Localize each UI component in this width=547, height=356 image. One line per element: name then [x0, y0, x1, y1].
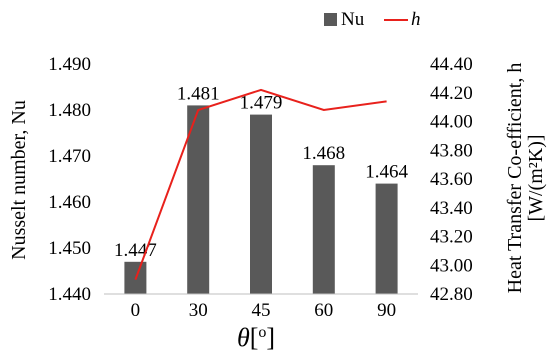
x-axis-title: θ[o]	[237, 323, 275, 352]
y-left-tick: 1.490	[48, 54, 91, 75]
legend-h-label: h	[411, 9, 421, 30]
data-label-nu-30: 1.481	[177, 83, 220, 104]
y-right-tick: 44.20	[430, 83, 473, 104]
y-right-tick: 44.00	[430, 112, 473, 133]
data-label-nu-60: 1.468	[302, 143, 345, 164]
x-tick-labels: 0 30 45 60 90	[131, 300, 396, 321]
h-series	[134, 88, 387, 280]
nu-bars	[124, 105, 398, 295]
y-left-tick: 1.470	[48, 146, 91, 167]
x-tick-90: 90	[377, 300, 396, 321]
theta-symbol: θ	[237, 323, 250, 352]
y-axis-right-title: Heat Transfer Co-efficient, h	[504, 63, 526, 294]
y-right-tick: 42.80	[430, 284, 473, 305]
x-tick-0: 0	[131, 300, 141, 321]
y-right-tick: 43.60	[430, 169, 473, 190]
left-y-tick-labels: 1.490 1.480 1.470 1.460 1.450 1.440	[48, 54, 91, 305]
legend-nu-label: Nu	[341, 9, 365, 30]
right-y-tick-labels: 44.40 44.20 44.00 43.80 43.60 43.40 43.20 43.00…	[430, 54, 473, 305]
data-label-nu-0: 1.447	[114, 240, 157, 261]
y-right-tick: 43.40	[430, 198, 473, 219]
y-left-tick: 1.440	[48, 284, 91, 305]
bar-nu-90	[375, 183, 398, 294]
data-label-nu-90: 1.464	[365, 162, 408, 183]
y-left-tick: 1.480	[48, 100, 91, 121]
x-tick-30: 30	[189, 300, 208, 321]
y-right-tick: 44.40	[430, 54, 473, 75]
line-h	[134, 88, 387, 280]
bar-nu-45	[250, 114, 272, 294]
y-axis-left-title: Nusselt number, Nu	[8, 100, 30, 260]
x-unit-degree: o	[258, 324, 266, 341]
bar-nu-30	[187, 105, 210, 295]
bar-nu-60	[312, 165, 335, 294]
legend-nu-swatch	[324, 13, 337, 26]
y-right-tick: 43.20	[430, 227, 473, 248]
y-left-tick: 1.460	[48, 192, 91, 213]
nu-data-labels: 1.447 1.481 1.479 1.468 1.464	[114, 83, 408, 260]
x-unit-open: [	[250, 323, 259, 352]
y-axis-right-unit: [W/(m²K)]	[525, 134, 547, 221]
y-right-tick: 43.80	[430, 140, 473, 161]
x-tick-45: 45	[252, 300, 271, 321]
x-tick-60: 60	[314, 300, 333, 321]
y-right-tick: 43.00	[430, 255, 473, 276]
legend: Nu h	[324, 9, 421, 30]
data-label-nu-45: 1.479	[240, 93, 283, 114]
x-unit-close: ]	[266, 323, 275, 352]
y-left-tick: 1.450	[48, 238, 91, 259]
